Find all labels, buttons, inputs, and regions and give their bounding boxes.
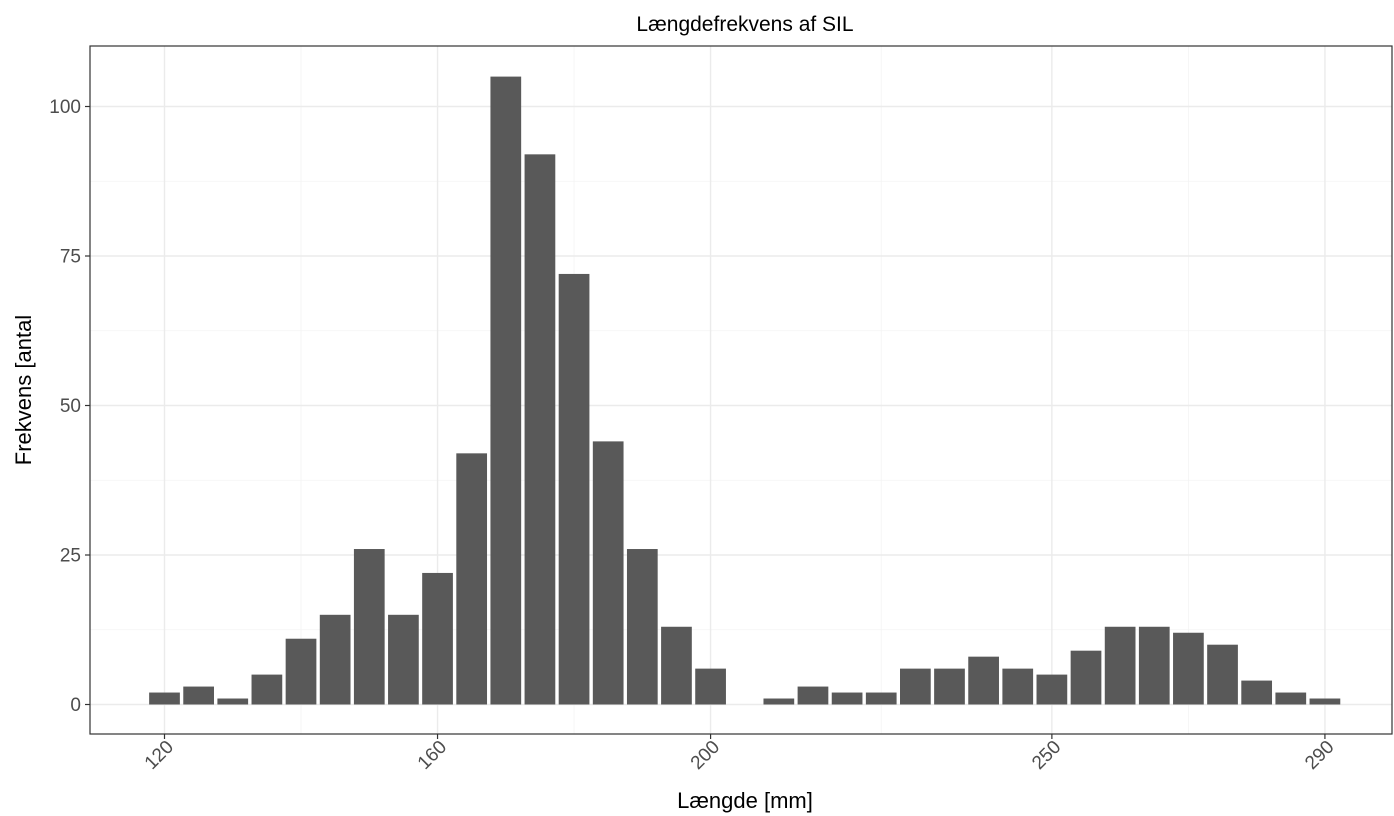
bars [149,76,1341,705]
chart-title: Længdefrekvens af SIL [636,13,853,36]
x-tick-label: 200 [687,737,724,774]
histogram-bar [661,626,692,705]
histogram-bar [1002,668,1034,705]
grid-lines [90,46,1392,734]
histogram-bar [865,692,897,705]
x-tick-label: 160 [414,737,451,774]
histogram-bar [1138,626,1170,705]
y-tick-label: 25 [60,546,81,567]
histogram-bar [388,614,419,705]
histogram-bar [1309,698,1341,705]
histogram-bar [149,692,180,705]
histogram-bar [900,668,931,705]
y-tick-label: 50 [60,396,81,417]
y-tick-label: 75 [60,247,81,268]
y-axis-title: Frekvens [antal [11,315,36,465]
histogram-bar [1207,644,1238,705]
histogram-bar [626,549,658,705]
histogram-bar [763,698,795,705]
histogram-bar [558,273,590,705]
histogram-bar [353,549,385,705]
histogram-bar [934,668,965,705]
histogram-bar [695,668,726,705]
histogram-bar [251,674,283,705]
histogram-bar [1070,650,1102,705]
x-tick-label: 290 [1301,737,1338,774]
histogram-bar [285,638,317,705]
x-axis: 120 160 200 250 290 [141,734,1338,774]
plot-panel-border [89,45,1393,735]
x-tick-label: 120 [141,737,178,774]
histogram-bar [456,453,488,705]
histogram-bar [422,572,453,705]
x-tick-label: 250 [1028,737,1065,774]
histogram-bar [1104,626,1136,705]
histogram-bar [490,76,522,705]
histogram-bar [1173,632,1204,705]
histogram-bar [1036,674,1068,705]
histogram-bar [524,154,556,705]
y-tick-label: 0 [70,695,81,716]
histogram-bar [319,614,351,705]
histogram-bar [797,686,829,705]
histogram-bar [217,698,249,705]
histogram-bar [592,441,624,705]
y-axis: 0 25 50 75 100 [49,97,90,716]
x-axis-title: Længde [mm] [677,788,813,813]
histogram-bar [183,686,214,705]
y-tick-label: 100 [49,97,81,118]
histogram-bar [1275,692,1307,705]
histogram-bar [968,656,999,705]
histogram-bar [1241,680,1273,705]
histogram-bar [831,692,863,705]
